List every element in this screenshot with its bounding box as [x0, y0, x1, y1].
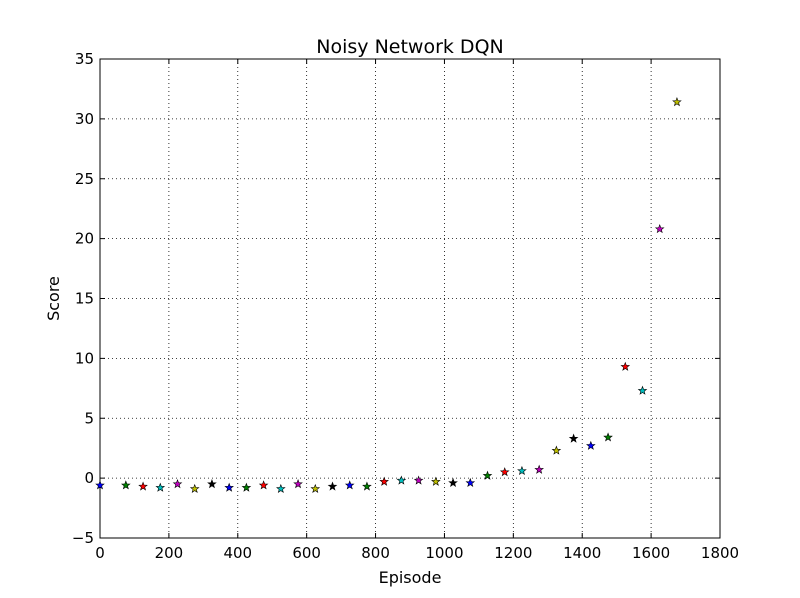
data-point	[654, 223, 665, 234]
data-point	[310, 483, 321, 493]
data-point	[172, 479, 183, 489]
data-point	[207, 479, 217, 489]
data-point	[448, 477, 458, 488]
y-tick-label: 0	[84, 469, 94, 487]
data-point	[344, 480, 355, 490]
data-point	[465, 477, 476, 488]
y-tick-label: 15	[75, 290, 94, 308]
data-point	[413, 475, 424, 485]
y-tick-label: −5	[72, 529, 94, 547]
x-tick-label: 200	[155, 544, 184, 562]
data-point	[138, 481, 148, 491]
x-tick-label: 400	[223, 544, 252, 562]
data-point	[534, 464, 544, 474]
data-point	[155, 482, 166, 492]
data-point	[327, 481, 338, 491]
data-point	[293, 479, 303, 489]
chart-title: Noisy Network DQN	[316, 36, 503, 58]
data-point	[362, 481, 372, 491]
x-axis-title: Episode	[379, 568, 442, 587]
data-point	[551, 445, 562, 455]
data-point	[379, 476, 389, 486]
x-tick-label: 0	[95, 544, 105, 562]
data-point	[499, 467, 510, 477]
data-point	[431, 476, 441, 486]
x-tick-label: 1800	[701, 544, 739, 562]
x-tick-label: 600	[292, 544, 321, 562]
data-point	[258, 480, 269, 490]
x-tick-label: 1600	[632, 544, 670, 562]
y-tick-label: 5	[84, 409, 94, 427]
y-tick-label: 35	[75, 50, 94, 68]
y-tick-label: 30	[75, 110, 94, 128]
x-axis: 0 200 400 600 800 1000 1200 1400 1600 1800	[95, 59, 739, 562]
grid	[99, 58, 721, 539]
data-point	[276, 483, 286, 493]
x-tick-label: 1000	[425, 544, 463, 562]
data-point	[241, 482, 252, 492]
y-tick-label: 25	[75, 170, 94, 188]
y-tick-label: 10	[75, 349, 94, 367]
x-tick-label: 800	[361, 544, 390, 562]
data-point	[396, 475, 407, 485]
data-point	[189, 483, 200, 493]
data-points	[95, 97, 682, 493]
data-point	[637, 385, 648, 395]
data-point	[568, 433, 579, 443]
data-point	[482, 470, 493, 480]
y-tick-label: 20	[75, 230, 94, 248]
y-axis-title: Score	[44, 276, 63, 321]
x-tick-label: 1200	[494, 544, 532, 562]
data-point	[95, 480, 105, 490]
data-point	[586, 440, 596, 450]
data-point	[224, 482, 234, 492]
data-point	[517, 465, 527, 476]
data-point	[121, 480, 131, 490]
x-tick-label: 1400	[563, 544, 601, 562]
data-point	[603, 432, 613, 442]
y-axis: −5 0 5 10 15 20 25 30 35	[72, 50, 720, 547]
data-point	[672, 97, 682, 107]
data-point	[620, 361, 631, 371]
